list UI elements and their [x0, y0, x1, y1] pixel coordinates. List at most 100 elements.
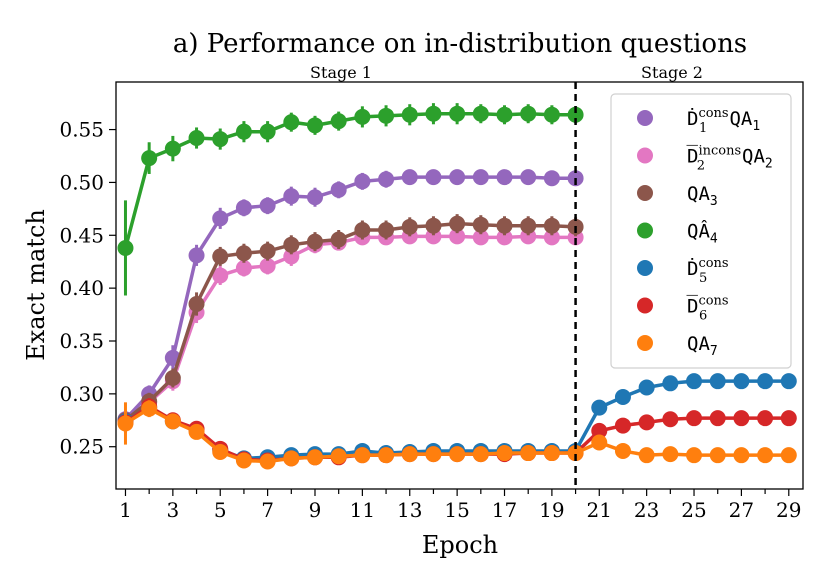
series-4-point [543, 106, 560, 123]
series-1-point [330, 181, 347, 198]
series-7-point [141, 400, 158, 417]
series-6-point [662, 411, 679, 428]
series-6-point [733, 410, 750, 427]
series-2-point [259, 257, 276, 274]
series-7-point [638, 447, 655, 464]
series-7-point [472, 446, 489, 463]
series-3-point [354, 222, 371, 238]
x-tick-label: 11 [350, 498, 375, 522]
series-6-point [709, 410, 726, 427]
series-1-point [212, 210, 229, 227]
legend-item-4: QÂ4 [637, 220, 718, 247]
series-6-point [686, 410, 703, 427]
legend-marker [637, 335, 653, 351]
series-3-point [425, 217, 442, 234]
series-7-point [591, 434, 608, 451]
series-1-point [378, 171, 395, 188]
series-4-point [117, 239, 134, 256]
series-7-point [164, 413, 181, 430]
series-1-point [472, 169, 489, 186]
series-7-point [117, 415, 134, 432]
y-axis-label: Exact match [22, 209, 50, 361]
series-3 [117, 214, 584, 429]
series-6-point [591, 422, 608, 439]
legend-box [610, 93, 792, 369]
series-4-point [259, 123, 276, 140]
series-7-point [686, 447, 703, 464]
series-4-point [449, 105, 466, 122]
plot-area [117, 103, 797, 470]
x-axis-label: Epoch [422, 531, 498, 559]
chart-title: a) Performance on in-distribution questi… [173, 29, 747, 59]
series-4-point [567, 106, 584, 123]
series-7-point [212, 444, 229, 460]
y-tick-label: 0.35 [59, 329, 104, 353]
legend-marker [637, 260, 653, 276]
series-2-point [235, 260, 252, 277]
legend-item-6: D̅cons 6 [637, 294, 729, 324]
series-1-point [401, 169, 418, 186]
series-4-point [164, 140, 181, 157]
legend: Ḋcons 1 QA1 D̅incons 2 QA2 QA3 QÂ4 Ḋcons 5 D̅cons 6… [610, 93, 792, 369]
stage-1-label: Stage 1 [310, 63, 372, 82]
series-2-point [496, 229, 513, 246]
series-7-point [378, 447, 395, 464]
series-1-point [520, 169, 537, 186]
series-7-point [567, 445, 584, 462]
series-4-point [425, 105, 442, 122]
x-tick-label: 1 [119, 498, 132, 522]
series-3-point [164, 370, 181, 386]
series-4-point [235, 123, 252, 140]
series-1-point [543, 170, 560, 187]
series-4-point [472, 105, 489, 122]
series-3-point [259, 243, 276, 260]
series-1-point [283, 188, 300, 205]
series-7-point [283, 450, 300, 467]
y-tick-label: 0.40 [59, 276, 104, 300]
series-7-point [188, 423, 205, 440]
series-3-point [330, 231, 347, 248]
series-3-point [188, 296, 205, 312]
series-5-point [686, 373, 703, 390]
series-7-point [259, 453, 276, 470]
series-3-point [306, 233, 323, 250]
series-7-point [614, 442, 631, 459]
x-tick-label: 23 [634, 498, 659, 522]
series-6-point [780, 410, 797, 427]
series-2-point [449, 228, 466, 245]
series-7-point [306, 449, 323, 466]
x-tick-label: 29 [776, 498, 801, 522]
series-4-point [141, 150, 158, 167]
series-4-point [496, 106, 513, 123]
series-1-point [306, 189, 323, 206]
series-3-point [543, 217, 560, 234]
series-3-point [378, 222, 395, 238]
series-1-point [235, 199, 252, 216]
series-4-point [520, 105, 537, 122]
series-3-point [283, 236, 300, 253]
y-tick-label: 0.50 [59, 170, 104, 194]
series-7-point [757, 447, 774, 464]
legend-label: Ḋcons 5 [687, 256, 729, 286]
legend-label: Ḋcons 1 QA1 [687, 106, 760, 136]
series-7-point [354, 447, 371, 464]
series-4-point [188, 130, 205, 147]
series-7-point [662, 446, 679, 463]
series-3-point [401, 218, 418, 235]
series-5-point [614, 389, 631, 406]
legend-item-7: QA7 [637, 333, 718, 359]
series-3-point [520, 217, 537, 234]
series-5-point [662, 375, 679, 392]
legend-marker [637, 222, 653, 239]
legend-item-2: D̅incons 2 QA2 [637, 144, 773, 174]
series-1 [117, 169, 584, 428]
x-tick-label: 27 [729, 498, 754, 522]
legend-label: QÂ4 [687, 220, 718, 247]
series-5-point [733, 373, 750, 390]
series-5-point [780, 373, 797, 390]
series-7-point [449, 446, 466, 463]
series-4-point [401, 106, 418, 123]
series-4-point [354, 108, 371, 125]
x-tick-label: 9 [309, 498, 322, 522]
